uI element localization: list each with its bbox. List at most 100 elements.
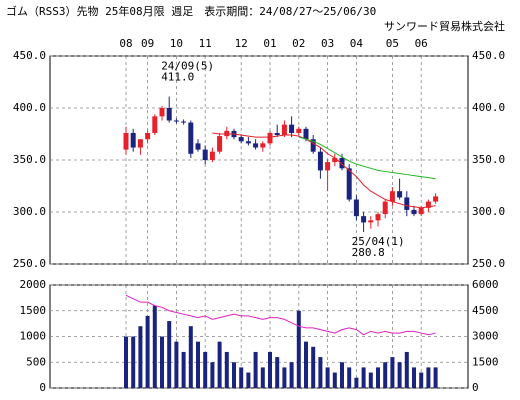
x-tick-label: 09 [141,37,154,50]
candle-body [404,197,410,210]
volume-bar [419,372,424,388]
annotation: 280.8 [352,246,385,259]
candle-body [245,141,251,144]
volume-bar [332,372,337,388]
volume-bar [246,372,251,388]
annotation: 24/09(5) [161,60,214,73]
volume-bar [296,310,301,388]
candle-body [361,216,367,223]
y-tick-label: 1500 [20,304,47,317]
y-tick-label: 400.0 [13,101,46,114]
candle-body [195,143,201,150]
volume-bar [376,367,380,388]
volume-bar [188,326,193,388]
volume-bar [390,357,395,388]
annotation: 25/04(1) [352,235,405,248]
x-tick-label: 12 [235,37,248,50]
x-tick-label: 04 [350,37,364,50]
y2-tick-label: 6000 [472,278,499,291]
volume-bar [268,351,272,388]
open-interest-line [125,294,436,336]
candle-body [353,199,359,217]
candle-body [238,137,244,142]
y-tick-label: 350.0 [13,153,46,166]
y-tick-label: 300.0 [13,205,46,218]
candle-body [173,120,179,122]
volume-bar [340,362,344,388]
candle-body [411,209,417,215]
x-tick-label: 03 [321,37,334,50]
y-tick-label-right: 400.0 [472,101,505,114]
volume-bar [397,362,402,388]
candle-body [317,151,323,171]
y-tick-label: 500 [26,355,46,368]
candle-body [166,108,172,121]
candle-body [332,157,338,163]
candle-body [209,151,215,160]
volume-bar [145,315,150,388]
candle-body [137,139,143,148]
x-tick-label: 11 [199,37,212,50]
candle-body [418,207,424,215]
annotation: 411.0 [161,71,194,84]
volume-bar [167,321,172,388]
volume-bar [181,351,186,388]
candle-body [389,191,395,202]
candle-body [145,132,151,140]
y-tick-label: 250.0 [13,257,46,270]
volume-bar [433,367,438,388]
volume-bar [138,326,143,388]
volume-bar [275,357,280,388]
volume-bar [232,362,236,388]
y-tick-label-right: 450.0 [472,49,505,62]
candle-body [181,121,187,123]
volume-bar [260,367,265,388]
candle-body [339,157,345,169]
moving-average-line [212,132,436,209]
moving-average-line [298,136,436,180]
volume-bar [124,336,128,388]
chart-subtitle: サンワード貿易株式会社 [384,19,505,33]
volume-bar [131,336,136,388]
volume-bar [361,367,366,388]
volume-bar [224,351,229,388]
candle-body [325,162,331,171]
candle-body [152,116,158,133]
candle-body [425,201,431,208]
y-tick-label-right: 250.0 [472,257,505,270]
candle-body [303,128,309,140]
x-tick-label: 05 [386,37,399,50]
volume-bar [253,351,258,388]
candle-body [346,168,352,200]
candle-body [260,143,266,148]
y-tick-label-right: 300.0 [472,205,505,218]
y2-tick-label: 4500 [472,304,499,317]
volume-bar [160,336,164,388]
volume-bar [174,341,179,388]
y-tick-label: 0 [39,381,46,394]
volume-bar [383,362,388,388]
volume-bar [311,346,316,388]
candle-body [281,124,287,136]
candle-body [159,108,165,117]
candle-body [253,143,259,148]
volume-bar [325,367,330,388]
y-tick-label: 1000 [20,330,47,343]
candle-body [382,201,388,215]
y2-tick-label: 0 [472,381,479,394]
x-tick-label: 06 [415,37,428,50]
candle-body [368,220,374,223]
volume-bar [152,305,157,388]
x-tick-label: 10 [170,37,183,50]
y2-tick-label: 3000 [472,330,499,343]
volume-bar [354,377,359,388]
candle-body [224,130,230,137]
volume-bar [282,367,287,388]
y2-tick-label: 1500 [472,355,499,368]
candle-body [433,196,439,202]
candle-body [289,124,295,133]
volume-bar [426,367,431,388]
volume-bar [412,367,416,388]
volume-bar [196,341,200,388]
